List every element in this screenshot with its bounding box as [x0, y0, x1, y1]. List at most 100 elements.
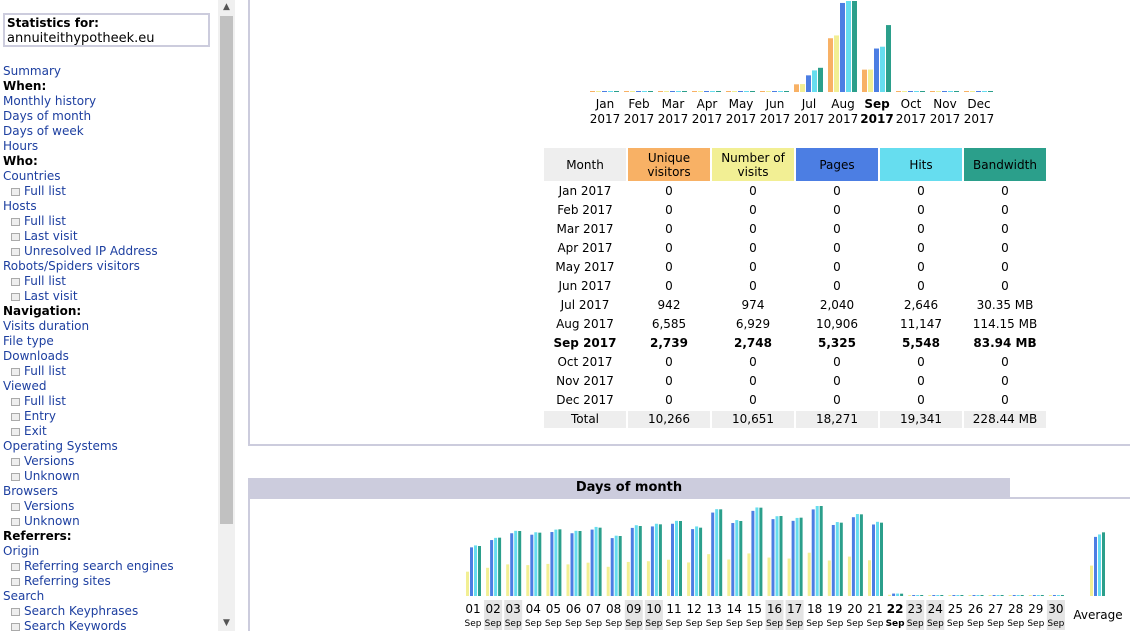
- sidebar-item-search[interactable]: Search: [3, 589, 218, 604]
- table-cell-visits: 0: [749, 184, 757, 198]
- scroll-up-arrow-icon[interactable]: ▲: [223, 2, 230, 12]
- month-tick-label: Jun: [765, 97, 785, 111]
- sidebar-item-label: When:: [3, 79, 47, 93]
- sidebar-item-robots-spiders-visitors[interactable]: Robots/Spiders visitors: [3, 259, 218, 274]
- day-tick-label: 10: [646, 602, 661, 616]
- bar-bandwidth-day-15: [759, 507, 763, 596]
- sidebar-item-hosts[interactable]: Hosts: [3, 199, 218, 214]
- table-cell-visits: 0: [749, 279, 757, 293]
- bar-hits-day-18: [815, 506, 819, 596]
- sidebar-item-monthly-history[interactable]: Monthly history: [3, 94, 218, 109]
- sidebar-item-days-of-month[interactable]: Days of month: [3, 109, 218, 124]
- scrollbar-thumb[interactable]: [220, 16, 233, 524]
- bar-bandwidth-day-10: [658, 524, 662, 596]
- sidebar-item-exit[interactable]: Exit: [3, 424, 218, 439]
- bar-bandwidth-day-01: [478, 546, 481, 596]
- sidebar-item-browsers[interactable]: Browsers: [3, 484, 218, 499]
- bar-number-of-visits-day-12: [687, 562, 691, 596]
- monthly-history-section: Jan 2017 Feb 2017 Mar 2017 Apr 2017 May 2017 Jun 20…: [248, 0, 1130, 446]
- sidebar-item-origin[interactable]: Origin: [3, 544, 218, 559]
- day-tick-label: 19: [827, 602, 842, 616]
- monthly-table-body: Jan 2017 0 0 0 0 0 Feb 2017 0 0 0 0 0 Mar 2017 0 0 0 0 0 A…: [544, 183, 1046, 428]
- table-cell-hits: 2,646: [903, 298, 939, 312]
- sidebar-item-full-list[interactable]: Full list: [3, 364, 218, 379]
- month-tick-label: Sep: [947, 619, 964, 629]
- sidebar-item-entry[interactable]: Entry: [3, 409, 218, 424]
- bar-bandwidth-day-29: [1040, 595, 1044, 596]
- table-cell-bandwidth: 0: [1001, 279, 1009, 293]
- bar-bandwidth-day-12: [699, 527, 703, 596]
- sidebar-item-unresolved-ip-address[interactable]: Unresolved IP Address: [3, 244, 218, 259]
- column-header-month: Month: [544, 148, 626, 181]
- table-cell-visits: 0: [749, 241, 757, 255]
- day-tick-label: 22: [887, 602, 904, 616]
- table-row: Mar 2017 0 0 0 0 0: [544, 221, 1046, 238]
- sidebar-item-search-keywords[interactable]: Search Keywords: [3, 619, 218, 631]
- bar-bandwidth-day-25: [960, 595, 964, 596]
- statistics-for-box: Statistics for: annuiteithypotheek.eu: [3, 13, 210, 47]
- table-cell-month: Jan 2017: [558, 184, 612, 198]
- sidebar-item-versions[interactable]: Versions: [3, 499, 218, 514]
- sidebar-item-unknown[interactable]: Unknown: [3, 514, 218, 529]
- sidebar-item-last-visit[interactable]: Last visit: [3, 289, 218, 304]
- bar-pages-feb: [636, 91, 641, 92]
- bar-bandwidth-day-05: [558, 529, 562, 596]
- sidebar-item-operating-systems[interactable]: Operating Systems: [3, 439, 218, 454]
- bar-unique-visitors-oct: [896, 91, 901, 92]
- bar-unique-visitors-mar: [658, 91, 663, 92]
- sidebar-item-unknown[interactable]: Unknown: [3, 469, 218, 484]
- sidebar-item-referring-search-engines[interactable]: Referring search engines: [3, 559, 218, 574]
- sidebar-item-countries[interactable]: Countries: [3, 169, 218, 184]
- sidebar-item-full-list[interactable]: Full list: [3, 274, 218, 289]
- sidebar-scrollbar[interactable]: ▲ ▼: [218, 0, 235, 631]
- bar-pages-day-13: [711, 512, 715, 596]
- sidebar-item-full-list[interactable]: Full list: [3, 214, 218, 229]
- month-tick-label: Sep: [505, 619, 522, 629]
- month-tick-label: Sep: [525, 619, 542, 629]
- page-icon: [11, 563, 20, 571]
- sidebar-item-referring-sites[interactable]: Referring sites: [3, 574, 218, 589]
- table-cell-hits: 0: [917, 374, 925, 388]
- day-tick-label: 30: [1048, 602, 1063, 616]
- month-tick-label: Sep: [1047, 619, 1064, 629]
- sidebar-item-search-keyphrases[interactable]: Search Keyphrases: [3, 604, 218, 619]
- sidebar-item-downloads[interactable]: Downloads: [3, 349, 218, 364]
- year-tick-label: 2017: [658, 112, 689, 126]
- sidebar-item-summary[interactable]: Summary: [3, 64, 218, 79]
- sidebar-item-label: Full list: [24, 214, 66, 228]
- scroll-down-arrow-icon[interactable]: ▼: [223, 618, 230, 628]
- sidebar-item-versions[interactable]: Versions: [3, 454, 218, 469]
- month-tick-label: Nov: [933, 97, 956, 111]
- bar-pages-day-04: [530, 534, 534, 596]
- month-tick-label: Sep: [706, 619, 723, 629]
- table-cell-hits: 0: [917, 279, 925, 293]
- bar-pages-day-29: [1032, 595, 1036, 596]
- table-cell-hits: 0: [917, 355, 925, 369]
- table-cell-hits: 0: [917, 241, 925, 255]
- sidebar-item-viewed[interactable]: Viewed: [3, 379, 218, 394]
- sidebar-item-label: Viewed: [3, 379, 47, 393]
- day-tick-label: 01: [465, 602, 480, 616]
- bar-bandwidth-mar: [682, 91, 687, 92]
- total-cell-visits: 10,651: [712, 411, 794, 428]
- page-icon: [11, 623, 20, 631]
- page-icon: [11, 368, 20, 376]
- sidebar-item-full-list[interactable]: Full list: [3, 184, 218, 199]
- sidebar-item-full-list[interactable]: Full list: [3, 394, 218, 409]
- weekend-highlight: [765, 600, 784, 630]
- table-cell-bandwidth: 114.15 MB: [972, 317, 1038, 331]
- total-cell-pages: 18,271: [796, 411, 878, 428]
- bar-pages-day-15: [751, 510, 755, 596]
- bar-number-of-visits-day-14: [727, 559, 731, 596]
- sidebar-item-hours[interactable]: Hours: [3, 139, 218, 154]
- bar-pages-average: [1094, 536, 1097, 596]
- sidebar-item-days-of-week[interactable]: Days of week: [3, 124, 218, 139]
- table-cell-hits: 0: [917, 203, 925, 217]
- sidebar-item-file-type[interactable]: File type: [3, 334, 218, 349]
- table-cell-unique: 0: [665, 222, 673, 236]
- table-total-row: Total 10,266 10,651 18,271 19,341 228.44 MB: [544, 411, 1046, 428]
- sidebar-item-visits-duration[interactable]: Visits duration: [3, 319, 218, 334]
- day-tick-label: 09: [626, 602, 641, 616]
- bar-bandwidth-average: [1102, 532, 1105, 596]
- sidebar-item-last-visit[interactable]: Last visit: [3, 229, 218, 244]
